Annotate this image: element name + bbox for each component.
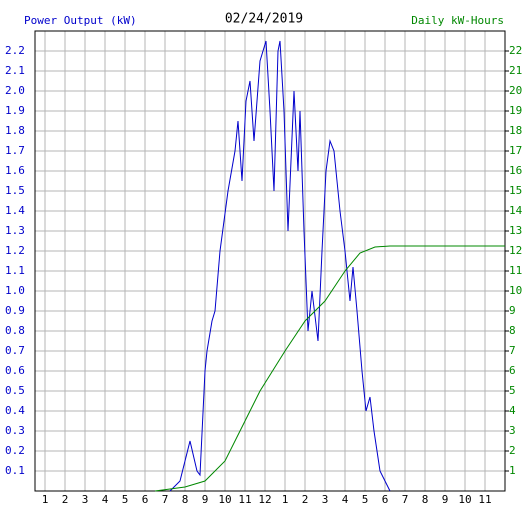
x-tick-label: 1: [42, 493, 49, 506]
y2-tick-label: 18: [509, 124, 522, 137]
y2-tick-label: 11: [509, 264, 522, 277]
x-tick-label: 9: [442, 493, 449, 506]
y2-tick-label: 4: [509, 404, 516, 417]
y2-tick-label: 8: [509, 324, 516, 337]
x-tick-label: 12: [258, 493, 271, 506]
y2-axis-title: Daily kW-Hours: [411, 14, 504, 27]
y2-tick-label: 20: [509, 84, 522, 97]
x-tick-label: 4: [342, 493, 349, 506]
y-tick-label: 1.9: [5, 104, 25, 117]
x-tick-label: 5: [122, 493, 129, 506]
data-line: [154, 245, 505, 492]
x-tick-label: 4: [102, 493, 109, 506]
x-tick-label: 1: [282, 493, 289, 506]
x-tick-label: 10: [218, 493, 231, 506]
x-tick-label: 9: [202, 493, 209, 506]
y-tick-label: 0.3: [5, 424, 25, 437]
plot-frame: [34, 30, 506, 492]
x-tick-label: 10: [458, 493, 471, 506]
y2-tick-label: 16: [509, 164, 522, 177]
y2-tick-label: 22: [509, 44, 522, 57]
x-tick-label: 8: [182, 493, 189, 506]
x-tick-label: 11: [238, 493, 251, 506]
y-tick-label: 1.6: [5, 164, 25, 177]
y-tick-label: 0.8: [5, 324, 25, 337]
y-tick-label: 0.9: [5, 304, 25, 317]
x-tick-label: 5: [362, 493, 369, 506]
y-tick-label: 1.2: [5, 244, 25, 257]
y-tick-label: 1.0: [5, 284, 25, 297]
x-tick-label: 3: [82, 493, 89, 506]
y2-tick-label: 13: [509, 224, 522, 237]
y-tick-label: 0.5: [5, 384, 25, 397]
y-tick-label: 1.1: [5, 264, 25, 277]
y2-tick-label: 19: [509, 104, 522, 117]
y-tick-label: 0.6: [5, 364, 25, 377]
y-tick-label: 1.7: [5, 144, 25, 157]
y-axis-title: Power Output (kW): [24, 14, 137, 27]
y2-tick-label: 10: [509, 284, 522, 297]
x-tick-label: 2: [302, 493, 309, 506]
x-tick-label: 3: [322, 493, 329, 506]
y-tick-label: 2.2: [5, 44, 25, 57]
y-tick-label: 2.0: [5, 84, 25, 97]
y-tick-label: 0.4: [5, 404, 25, 417]
x-tick-label: 6: [142, 493, 149, 506]
y2-tick-label: 1: [509, 464, 516, 477]
data-line: [169, 40, 391, 492]
y2-tick-label: 17: [509, 144, 522, 157]
x-tick-label: 8: [422, 493, 429, 506]
y2-tick-label: 21: [509, 64, 522, 77]
y2-tick-label: 6: [509, 364, 516, 377]
x-tick-label: 2: [62, 493, 69, 506]
y2-tick-label: 2: [509, 444, 516, 457]
y2-tick-label: 9: [509, 304, 516, 317]
x-tick-label: 7: [162, 493, 169, 506]
y-tick-label: 0.2: [5, 444, 25, 457]
y2-tick-label: 5: [509, 384, 516, 397]
y2-tick-label: 7: [509, 344, 516, 357]
y-tick-label: 1.8: [5, 124, 25, 137]
y-tick-label: 1.4: [5, 204, 25, 217]
y2-tick-label: 15: [509, 184, 522, 197]
x-tick-label: 7: [402, 493, 409, 506]
x-tick-label: 6: [382, 493, 389, 506]
y-tick-label: 1.3: [5, 224, 25, 237]
chart-title: 02/24/2019: [225, 12, 303, 27]
y2-tick-label: 14: [509, 204, 523, 217]
y2-tick-label: 3: [509, 424, 516, 437]
y-tick-label: 2.1: [5, 64, 25, 77]
x-tick-label: 11: [478, 493, 491, 506]
y-tick-label: 1.5: [5, 184, 25, 197]
y-tick-label: 0.7: [5, 344, 25, 357]
y-tick-label: 0.1: [5, 464, 25, 477]
y2-tick-label: 12: [509, 244, 522, 257]
